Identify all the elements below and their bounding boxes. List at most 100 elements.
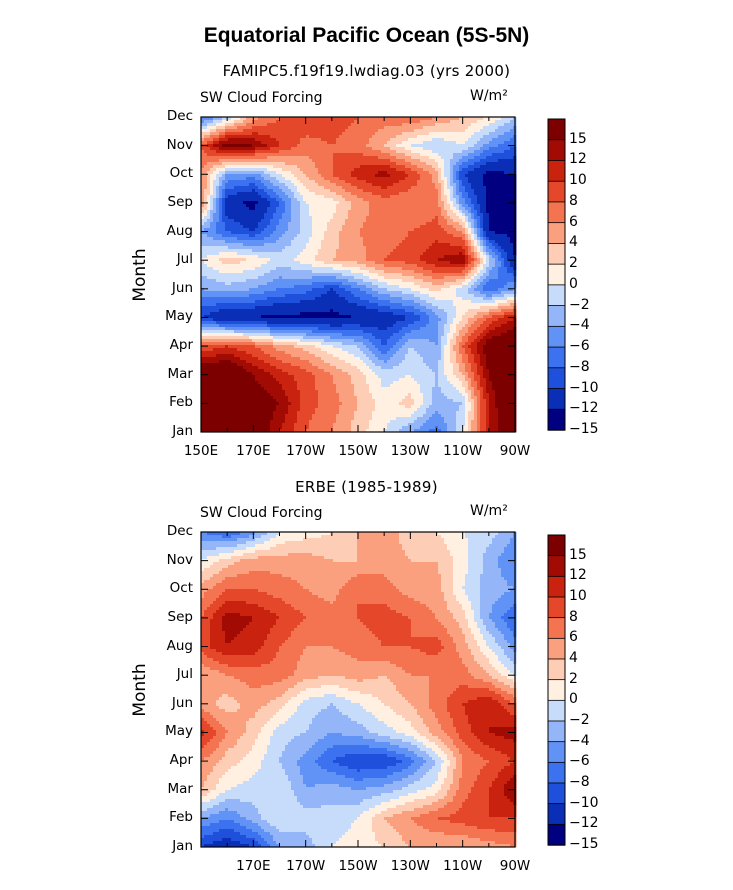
heatmap-cell xyxy=(273,144,276,147)
heatmap-cell xyxy=(405,165,408,168)
heatmap-cell xyxy=(285,159,288,162)
heatmap-cell xyxy=(228,126,231,129)
heatmap-cell xyxy=(330,153,333,156)
heatmap-cell xyxy=(318,135,321,138)
heatmap-cell xyxy=(468,165,471,168)
heatmap-cell xyxy=(273,162,276,165)
heatmap-cell xyxy=(246,129,249,132)
heatmap-cell xyxy=(396,162,399,165)
heatmap-cell xyxy=(219,168,222,171)
heatmap-cell xyxy=(420,150,423,153)
heatmap-cell xyxy=(207,159,210,162)
heatmap-cell xyxy=(228,150,231,153)
heatmap-cell xyxy=(477,135,480,138)
heatmap-cell xyxy=(471,132,474,135)
heatmap-cell xyxy=(432,126,435,129)
heatmap-cell xyxy=(264,138,267,141)
heatmap-cell xyxy=(309,162,312,165)
heatmap-cell xyxy=(366,156,369,159)
heatmap-cell xyxy=(435,156,438,159)
heatmap-cell xyxy=(456,123,459,126)
heatmap-cell xyxy=(327,153,330,156)
heatmap-cell xyxy=(303,141,306,144)
heatmap-cell xyxy=(318,165,321,168)
heatmap-cell xyxy=(363,162,366,165)
heatmap-cell xyxy=(504,147,507,150)
heatmap-cell xyxy=(465,132,468,135)
heatmap-cell xyxy=(291,144,294,147)
heatmap-cell xyxy=(423,165,426,168)
heatmap-cell xyxy=(396,165,399,168)
heatmap-cell xyxy=(255,126,258,129)
heatmap-cell xyxy=(249,135,252,138)
heatmap-cell xyxy=(453,153,456,156)
heatmap-cell xyxy=(426,126,429,129)
heatmap-cell xyxy=(462,135,465,138)
heatmap-cell xyxy=(252,156,255,159)
heatmap-cell xyxy=(225,153,228,156)
heatmap-cell xyxy=(447,150,450,153)
heatmap-cell xyxy=(204,129,207,132)
heatmap-cell xyxy=(216,147,219,150)
heatmap-cell xyxy=(246,150,249,153)
heatmap-cell xyxy=(507,126,510,129)
heatmap-cell xyxy=(474,138,477,141)
heatmap-cell xyxy=(387,135,390,138)
heatmap-cell xyxy=(231,120,234,123)
heatmap-cell xyxy=(444,153,447,156)
heatmap-cell xyxy=(288,147,291,150)
heatmap-cell xyxy=(450,135,453,138)
heatmap-cell xyxy=(351,144,354,147)
heatmap-cell xyxy=(309,135,312,138)
heatmap-cell xyxy=(297,141,300,144)
heatmap-cell xyxy=(378,132,381,135)
heatmap-cell xyxy=(270,162,273,165)
heatmap-cell xyxy=(306,159,309,162)
heatmap-cell xyxy=(282,138,285,141)
heatmap-cell xyxy=(402,162,405,165)
heatmap-cell xyxy=(483,129,486,132)
heatmap-cell xyxy=(390,147,393,150)
heatmap-cell xyxy=(249,141,252,144)
heatmap-cell xyxy=(402,141,405,144)
heatmap-cell xyxy=(486,144,489,147)
heatmap-cell xyxy=(504,144,507,147)
heatmap-cell xyxy=(408,147,411,150)
heatmap-cell xyxy=(501,141,504,144)
heatmap-cell xyxy=(207,129,210,132)
heatmap-cell xyxy=(297,123,300,126)
heatmap-cell xyxy=(297,156,300,159)
heatmap-cell xyxy=(507,135,510,138)
heatmap-cell xyxy=(348,159,351,162)
heatmap-cell xyxy=(471,120,474,123)
heatmap-cell xyxy=(360,153,363,156)
heatmap-cell xyxy=(417,162,420,165)
heatmap-cell xyxy=(339,159,342,162)
heatmap-cell xyxy=(333,144,336,147)
heatmap-cell xyxy=(213,147,216,150)
heatmap-cell xyxy=(258,159,261,162)
heatmap-cell xyxy=(243,156,246,159)
heatmap-cell xyxy=(420,138,423,141)
heatmap-cell xyxy=(492,147,495,150)
heatmap-cell xyxy=(357,153,360,156)
heatmap-cell xyxy=(255,132,258,135)
heatmap-cell xyxy=(204,168,207,171)
heatmap-cell xyxy=(426,153,429,156)
heatmap-cell xyxy=(252,135,255,138)
heatmap-cell xyxy=(222,147,225,150)
heatmap-cell xyxy=(252,165,255,168)
heatmap-cell xyxy=(243,168,246,171)
heatmap-cell xyxy=(330,156,333,159)
heatmap-cell xyxy=(345,144,348,147)
heatmap-cell xyxy=(303,165,306,168)
heatmap-cell xyxy=(345,150,348,153)
heatmap-cell xyxy=(207,168,210,171)
heatmap-cell xyxy=(363,168,366,171)
heatmap-cell xyxy=(477,162,480,165)
heatmap-cell xyxy=(219,144,222,147)
heatmap-cell xyxy=(360,126,363,129)
heatmap-cell xyxy=(249,150,252,153)
heatmap-cell xyxy=(249,144,252,147)
heatmap-cell xyxy=(408,150,411,153)
